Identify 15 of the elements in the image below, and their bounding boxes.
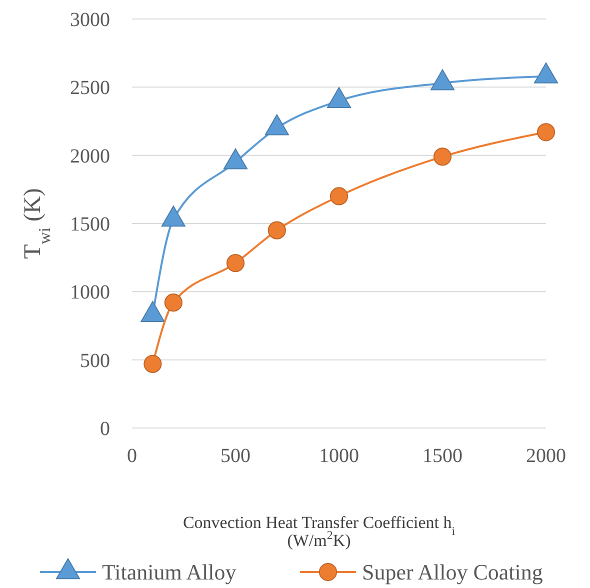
text: Convection Heat Transfer Coefficient h$_{i}$ (W/m$^{2}$K) <box>182 513 456 550</box>
legend-label: Titanium Alloy <box>102 560 236 585</box>
y-tick-label: 2000 <box>70 145 110 168</box>
x-tick-label: 2000 <box>526 445 566 467</box>
legend-label: Super Alloy Coating <box>362 560 543 585</box>
y-tick-label: 2500 <box>70 77 110 100</box>
x-tick-label: 500 <box>220 445 250 467</box>
x-tick-label: 1500 <box>422 445 462 467</box>
y-tick-label: 0 <box>100 418 110 440</box>
x-tick-label: 0 <box>127 445 137 467</box>
y-tick-label: 1500 <box>70 214 110 236</box>
y-tick-label: 3000 <box>70 9 110 31</box>
x-tick-label: 1000 <box>319 445 359 467</box>
y-tick-label: 1000 <box>70 282 110 304</box>
y-tick-label: 500 <box>80 350 110 372</box>
